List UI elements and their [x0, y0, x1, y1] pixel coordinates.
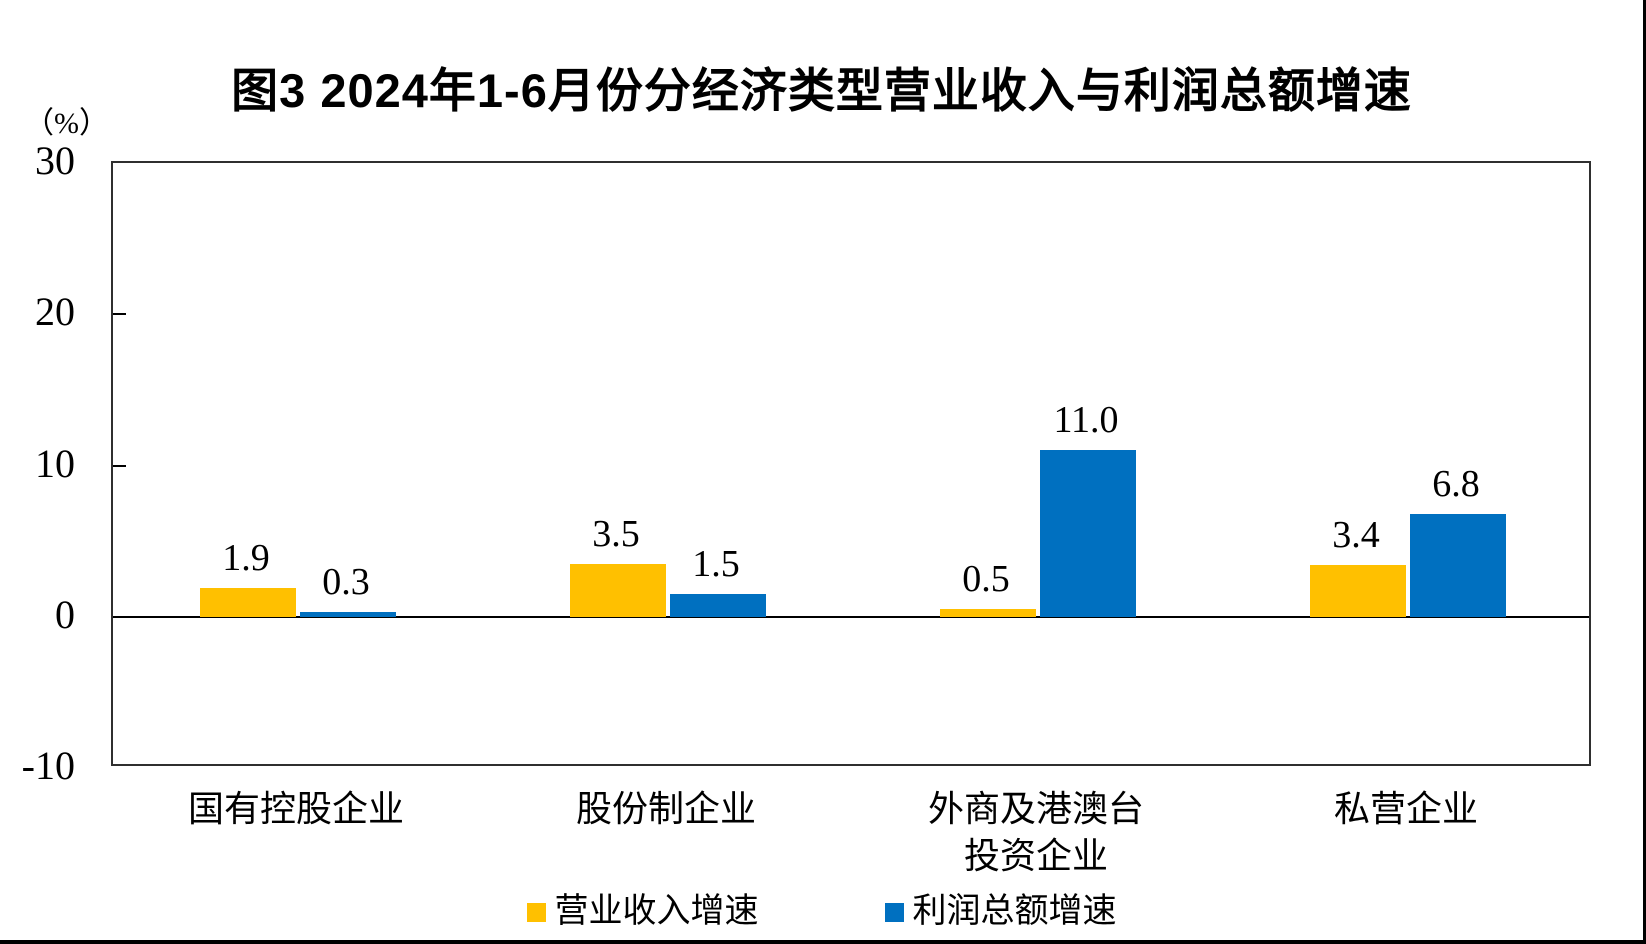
x-category-label: 股份制企业	[575, 789, 756, 829]
bar-value-label: 11.0	[1053, 399, 1119, 442]
plot-area	[111, 161, 1591, 766]
bar-revenue-growth-0	[200, 588, 296, 617]
bar-value-label: 0.3	[322, 561, 370, 604]
legend-item: 营业收入增速	[526, 893, 759, 930]
x-category-label: 外商及港澳台 投资企业	[927, 789, 1144, 876]
x-category-label: 私营企业	[1333, 789, 1478, 829]
bar-value-label: 6.8	[1432, 462, 1480, 505]
legend-item-label: 营业收入增速	[554, 893, 759, 930]
bar-value-label: 1.9	[222, 537, 270, 579]
y-tick-label: 10	[35, 440, 75, 486]
y-tick-label: 0	[55, 591, 75, 637]
bar-value-label: 0.5	[962, 558, 1010, 601]
legend: 营业收入增速 利润总额增速	[0, 894, 1643, 930]
zero-baseline	[113, 615, 1589, 618]
bar-revenue-growth-2	[940, 609, 1036, 617]
bar-revenue-growth-3	[1310, 565, 1406, 617]
bar-profit-growth-2	[1040, 450, 1136, 617]
y-tick-mark	[113, 313, 126, 316]
bar-revenue-growth-1	[570, 563, 666, 617]
legend-item-label: 利润总额增速	[912, 893, 1117, 930]
y-tick-label: 20	[35, 289, 75, 335]
bar-profit-growth-0	[300, 612, 396, 617]
bar-profit-growth-1	[670, 594, 766, 617]
legend-item: 利润总额增速	[884, 893, 1117, 930]
y-axis-unit-label: （%）	[24, 107, 109, 140]
bar-profit-growth-3	[1410, 513, 1506, 617]
bar-value-label: 1.5	[692, 543, 740, 586]
bar-value-label: 3.4	[1332, 514, 1380, 557]
legend-swatch-profit-growth	[884, 902, 904, 922]
y-tick-label: 30	[35, 138, 75, 183]
x-category-label: 国有控股企业	[187, 789, 404, 829]
y-tick-mark	[113, 464, 126, 467]
y-tick-label: -10	[21, 743, 75, 788]
legend-swatch-revenue-growth	[526, 902, 546, 922]
chart-title: 图3 2024年1-6月份分经济类型营业收入与利润总额增速	[231, 64, 1412, 117]
bar-value-label: 3.5	[592, 512, 640, 555]
